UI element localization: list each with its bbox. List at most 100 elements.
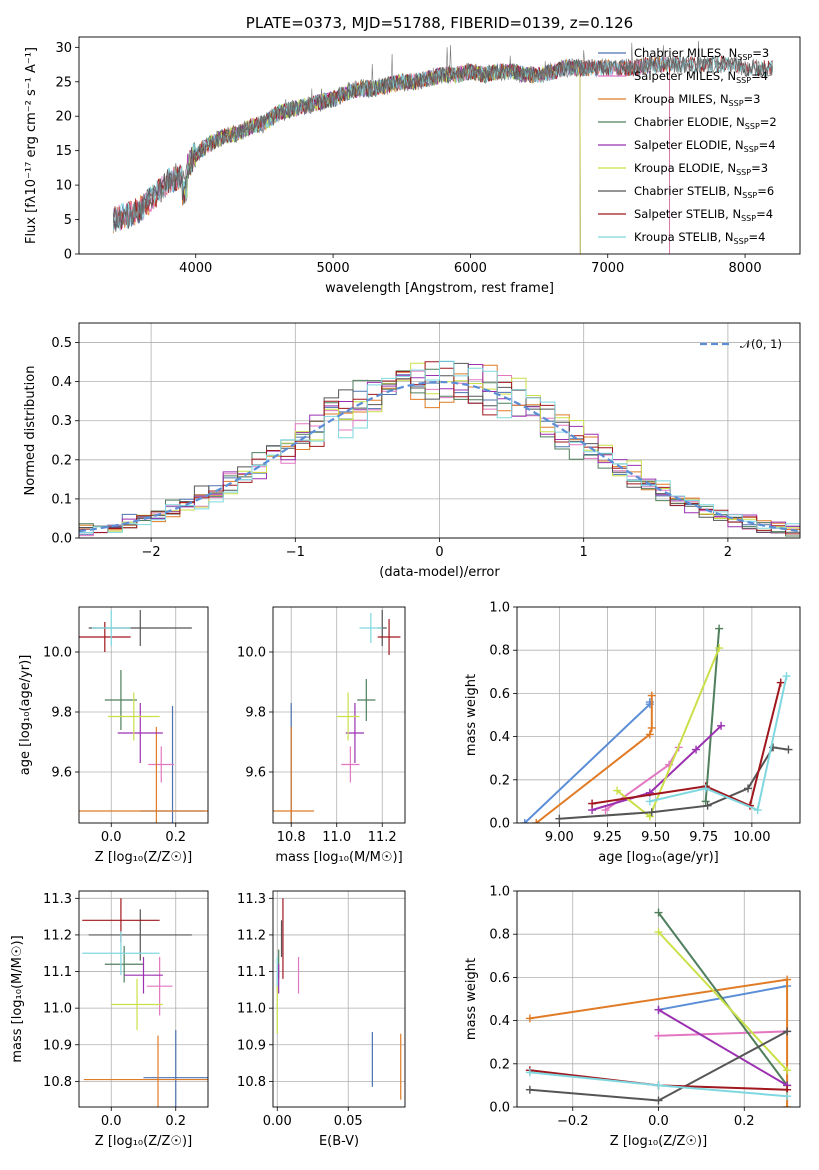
weight-line	[657, 1008, 788, 1087]
plot-spectrum: 4000 5000 6000 7000 8000 0 5 10 15 20 25 30 waveleng…	[24, 14, 801, 296]
x-tick-label: 0.00	[263, 1114, 292, 1129]
y-tick-label: 0.4	[489, 730, 510, 745]
y-tick-label: 0.0	[489, 817, 510, 832]
x-axis-label: age [log₁₀(age/yr)]	[598, 850, 719, 865]
y-tick-label: 0.0	[489, 1101, 510, 1116]
plot-area	[520, 624, 793, 823]
y-tick-label: 0.8	[489, 644, 510, 659]
x-tick-label: 8000	[729, 261, 762, 276]
y-tick-label: 11.1	[43, 965, 72, 980]
x-tick-label: 4000	[179, 261, 212, 276]
axes-frame	[272, 606, 406, 824]
legend-entry: 𝒩(0, 1)	[740, 337, 782, 351]
plot-area	[112, 40, 773, 254]
x-tick-label: 9.00	[545, 830, 574, 845]
y-tick-label: 0.6	[489, 687, 510, 702]
y-tick-label: 0.8	[489, 928, 510, 943]
x-tick-label: 0.0	[648, 1114, 669, 1129]
y-tick-label: 10.0	[237, 646, 266, 661]
y-tick-label: 0.5	[51, 336, 72, 351]
weight-line	[591, 725, 722, 811]
y-tick-label: 11.1	[237, 965, 266, 980]
axes-frame	[272, 890, 406, 1108]
axes-frame	[516, 606, 801, 824]
plot-area	[82, 898, 208, 1107]
y-tick-label: 10.9	[43, 1038, 72, 1053]
x-tick-label: −1	[286, 545, 305, 560]
plot-mass-vs-Z: 0.0 0.2 10.8 10.9 11.0 11.1 11.2 11.3 Z [log₁₀(Z…	[10, 890, 209, 1149]
x-axis-label: Z [log₁₀(Z/Z☉)]	[610, 1134, 707, 1149]
y-tick-label: 9.6	[51, 766, 72, 781]
plot-weight-vs-age: 9.00 9.25 9.50 9.75 10.00 0.0 0.2 0.4 0.6 0.8 1.0 a…	[464, 601, 801, 865]
y-tick-label: 10.9	[237, 1038, 266, 1053]
y-tick-label: 0.2	[51, 453, 72, 468]
y-tick-label: 0.4	[51, 375, 72, 390]
plot-mass-vs-EBV: 0.00 0.05 10.8 10.9 11.0 11.1 11.2 11.3 E(B-V)	[237, 890, 406, 1149]
y-tick-label: 11.3	[237, 892, 266, 907]
x-tick-label: 0.2	[734, 1114, 755, 1129]
x-tick-label: 10.00	[733, 830, 770, 845]
y-tick-label: 10.8	[237, 1075, 266, 1090]
x-tick-label: −0.2	[557, 1114, 589, 1129]
weight-line	[657, 912, 788, 1086]
y-axis-label: Normed distribution	[23, 366, 38, 496]
x-tick-label: 11.2	[368, 830, 397, 845]
legend-entry: Chabrier ELODIE, NSSP=2	[634, 115, 777, 131]
y-axis-label: mass weight	[464, 674, 479, 756]
y-tick-label: 11.2	[43, 928, 72, 943]
y-tick-label: 30	[55, 41, 72, 56]
x-axis-label: Z [log₁₀(Z/Z☉)]	[95, 1134, 192, 1149]
plot-area	[79, 610, 208, 823]
x-tick-label: 0.0	[101, 1114, 122, 1129]
legend-entry: Chabrier STELIB, NSSP=6	[634, 184, 774, 200]
y-axis-label: Flux [fλ10⁻¹⁷ erg cm⁻² s⁻¹ A⁻¹]	[24, 47, 39, 244]
y-tick-label: 11.0	[237, 1002, 266, 1017]
observed-spectrum-line	[113, 40, 773, 226]
plot-area	[79, 360, 800, 537]
chart-title: PLATE=0373, MJD=51788, FIBERID=0139, z=0…	[246, 14, 633, 32]
x-tick-label: 11.0	[322, 830, 351, 845]
y-axis-label: age [log₁₀(age/yr)]	[18, 655, 33, 776]
legend: Chabrier MILES, NSSP=3 Salpeter MILES, NS…	[598, 46, 777, 246]
axes-frame	[78, 606, 209, 824]
weight-line	[524, 702, 651, 823]
axes-frame	[78, 890, 209, 1108]
x-tick-label: 5000	[317, 261, 350, 276]
x-tick-label: 6000	[454, 261, 487, 276]
plot-area	[525, 908, 792, 1107]
y-tick-label: 0.3	[51, 414, 72, 429]
x-tick-label: 1	[580, 545, 588, 560]
x-tick-label: 10.8	[277, 830, 306, 845]
x-axis-label: (data-model)/error	[379, 565, 500, 580]
y-tick-label: 9.6	[245, 766, 266, 781]
y-tick-label: 0	[64, 248, 72, 263]
y-tick-label: 11.0	[43, 1002, 72, 1017]
model-spectrum-line	[112, 55, 773, 232]
y-tick-label: 10.0	[43, 646, 72, 661]
plot-area	[273, 610, 401, 823]
weight-line	[657, 931, 788, 1071]
x-tick-label: 0.0	[101, 830, 122, 845]
y-tick-label: 0.2	[489, 773, 510, 788]
plot-age-vs-Z: 0.0 0.2 9.6 9.8 10.0 Z [log₁₀(Z/Z☉)] age [log₁…	[18, 606, 209, 865]
x-tick-label: 0.2	[165, 1114, 186, 1129]
y-axis-label: mass [log₁₀(M/M☉)]	[10, 935, 25, 1062]
y-tick-label: 11.3	[43, 892, 72, 907]
legend-entry: Kroupa STELIB, NSSP=4	[634, 230, 765, 246]
y-tick-label: 25	[55, 75, 72, 90]
weight-line	[658, 1030, 788, 1037]
legend-entry: Chabrier MILES, NSSP=3	[634, 46, 769, 62]
x-tick-label: 2	[724, 545, 732, 560]
x-tick-label: −2	[142, 545, 161, 560]
axes-frame	[516, 890, 801, 1108]
y-tick-label: 10	[55, 179, 72, 194]
legend-entry: Kroupa ELODIE, NSSP=3	[634, 161, 768, 177]
y-tick-label: 1.0	[489, 601, 510, 616]
weight-line	[535, 695, 653, 823]
x-tick-label: 9.75	[689, 830, 718, 845]
y-tick-label: 9.8	[245, 706, 266, 721]
y-tick-label: 5	[64, 213, 72, 228]
histogram-step	[79, 360, 800, 533]
y-tick-label: 0.2	[489, 1057, 510, 1072]
